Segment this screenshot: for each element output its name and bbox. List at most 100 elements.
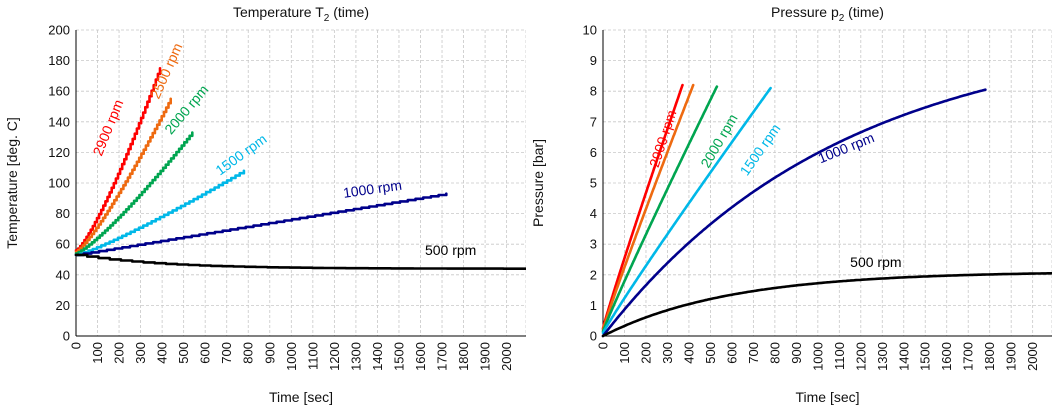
y-axis-label: Temperature [deg. C] (4, 117, 20, 249)
series-line-1500-rpm (74, 169, 246, 257)
x-tick-label: 1600 (939, 342, 954, 371)
x-tick-label: 1100 (832, 342, 847, 370)
series-line-1000-rpm (74, 192, 448, 257)
y-tick-label: 120 (48, 145, 70, 160)
x-tick-label: 500 (703, 342, 718, 364)
series-line-2900-rpm (74, 67, 162, 252)
y-tick-label: 40 (56, 267, 70, 282)
chart-title-subscript: 2 (839, 13, 845, 24)
chart-title-subscript: 2 (324, 13, 330, 24)
x-tick-label: 200 (112, 342, 127, 364)
x-tick-label: 0 (596, 342, 611, 349)
chart-title: Pressure p2 (time) (771, 4, 884, 24)
series-line-1000-rpm (601, 88, 987, 338)
y-tick-label: 10 (583, 23, 597, 38)
x-tick-label: 1800 (456, 342, 471, 371)
y-tick-label: 20 (56, 298, 70, 313)
x-tick-label: 1600 (413, 342, 428, 371)
x-tick-label: 1800 (982, 342, 997, 371)
x-tick-label: 800 (767, 342, 782, 364)
x-tick-label: 700 (219, 342, 234, 364)
series-label: 1000 rpm (816, 129, 877, 166)
y-tick-label: 100 (48, 176, 70, 191)
x-tick-label: 400 (681, 342, 696, 364)
series-line-500-rpm (601, 272, 1052, 338)
x-tick-label: 1500 (918, 342, 933, 371)
x-tick-label: 500 (176, 342, 191, 364)
series-label: 1500 rpm (212, 131, 269, 179)
series-label: 2900 rpm (646, 108, 679, 169)
series-line-2000-rpm (601, 85, 719, 333)
y-tick-label: 0 (63, 329, 70, 344)
x-tick-label: 1300 (348, 342, 363, 371)
x-tick-label: 1100 (305, 342, 320, 370)
y-tick-label: 200 (48, 23, 70, 38)
series-line-500-rpm (74, 253, 526, 270)
y-tick-label: 5 (590, 176, 597, 191)
series-line-2900-rpm (601, 83, 684, 330)
x-tick-label: 400 (155, 342, 170, 364)
y-tick-label: 7 (590, 114, 597, 129)
series-line-2500-rpm (74, 97, 172, 254)
x-tick-label: 1400 (896, 342, 911, 371)
chart-title-suffix: (time) (329, 4, 369, 20)
grid (76, 29, 526, 336)
x-tick-label: 100 (90, 342, 105, 364)
series-label: 1000 rpm (342, 177, 403, 201)
y-tick-label: 1 (590, 298, 597, 313)
x-tick-label: 800 (241, 342, 256, 364)
x-tick-label: 1200 (853, 342, 868, 371)
x-tick-label: 2000 (499, 342, 514, 371)
series-label: 500 rpm (425, 242, 476, 258)
y-tick-label: 9 (590, 53, 597, 68)
y-tick-label: 180 (48, 53, 70, 68)
series-line-1500-rpm (601, 86, 772, 335)
series-line-2000-rpm (74, 131, 194, 255)
x-tick-label: 1700 (961, 342, 976, 371)
x-tick-label: 600 (198, 342, 213, 364)
chart-title-suffix: (time) (844, 4, 884, 20)
y-tick-label: 60 (56, 237, 70, 252)
y-tick-label: 80 (56, 206, 70, 221)
x-tick-label: 300 (133, 342, 148, 364)
series-label: 500 rpm (850, 254, 901, 270)
y-tick-label: 6 (590, 145, 597, 160)
x-tick-label: 1200 (327, 342, 342, 371)
series-label: 2900 rpm (89, 97, 126, 158)
x-tick-label: 1700 (435, 342, 450, 371)
x-tick-label: 1000 (810, 342, 825, 371)
grid (603, 29, 1052, 336)
x-tick-label: 1500 (391, 342, 406, 371)
series-label: 1500 rpm (737, 121, 784, 179)
y-tick-label: 160 (48, 84, 70, 99)
x-tick-label: 900 (262, 342, 277, 364)
x-tick-label: 600 (724, 342, 739, 364)
chart-title: Temperature T2 (time) (233, 4, 369, 24)
x-tick-label: 1400 (370, 342, 385, 371)
x-tick-label: 700 (746, 342, 761, 364)
x-tick-label: 1900 (478, 342, 493, 371)
y-tick-label: 0 (590, 329, 597, 344)
x-tick-label: 100 (617, 342, 632, 364)
x-tick-label: 2000 (1025, 342, 1040, 371)
series-label: 2500 rpm (147, 41, 186, 102)
y-tick-label: 3 (590, 237, 597, 252)
x-tick-label: 300 (660, 342, 675, 364)
y-axis-label: Pressure [bar] (530, 139, 546, 227)
x-tick-label: 1000 (284, 342, 299, 371)
chart-title-main: Pressure p (771, 4, 839, 20)
x-tick-label: 1900 (1004, 342, 1019, 371)
x-tick-label: 200 (638, 342, 653, 364)
x-tick-label: 1300 (875, 342, 890, 371)
y-tick-label: 8 (590, 84, 597, 99)
x-tick-label: 0 (69, 342, 84, 349)
x-axis-label: Time [sec] (795, 389, 859, 405)
x-tick-label: 900 (789, 342, 804, 364)
y-tick-label: 4 (590, 206, 597, 221)
x-axis-label: Time [sec] (269, 389, 333, 405)
y-tick-label: 140 (48, 114, 70, 129)
chart-title-main: Temperature T (233, 4, 324, 20)
y-tick-label: 2 (590, 267, 597, 282)
